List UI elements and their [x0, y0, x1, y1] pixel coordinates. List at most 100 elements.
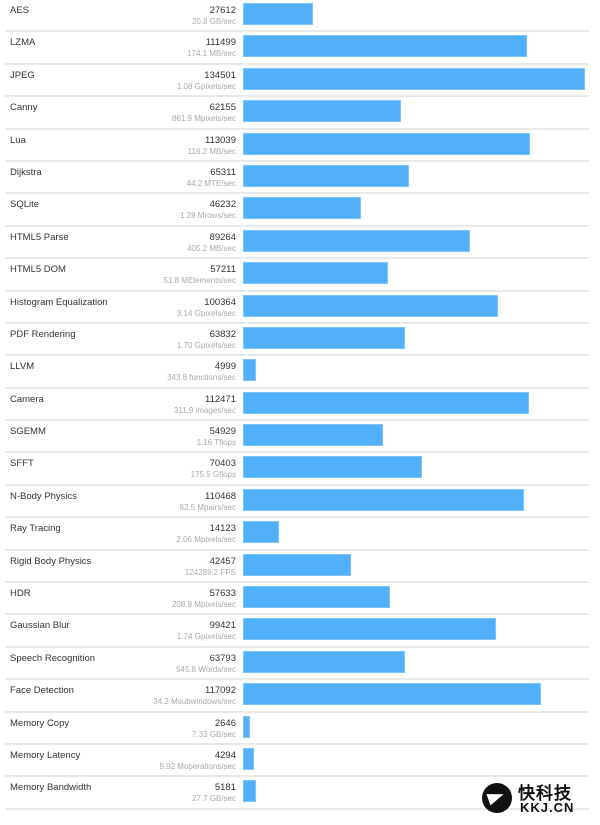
score-bar	[243, 553, 351, 576]
benchmark-name: HTML5 Parse	[10, 231, 69, 243]
benchmark-name: LLVM	[10, 361, 35, 373]
benchmark-unit: 44.2 MTE/sec	[186, 178, 236, 188]
score-bar	[243, 132, 530, 155]
table-row: Speech Recognition 63793 545.8 Words/sec	[5, 648, 589, 681]
benchmark-score: 63793	[209, 652, 236, 664]
score-bar	[243, 359, 256, 382]
watermark-cn: 快科技	[518, 784, 572, 803]
score-bar	[243, 618, 496, 641]
benchmark-score: 46232	[209, 199, 236, 211]
benchmark-score: 57211	[210, 264, 236, 276]
benchmark-name: HDR	[10, 588, 31, 600]
benchmark-unit: 27.7 GB/sec	[191, 794, 236, 804]
benchmark-unit: 9.92 Moperations/sec	[159, 761, 237, 771]
benchmark-score: 4999	[214, 361, 236, 373]
score-bar	[243, 3, 313, 25]
score-bar	[243, 683, 541, 706]
score-bar	[243, 67, 585, 90]
score-bar	[243, 391, 529, 414]
benchmark-score: 42457	[209, 555, 236, 567]
watermark: 快科技 KKJ.CN	[482, 777, 592, 817]
benchmark-unit: 208.9 Mpixels/sec	[171, 600, 236, 610]
benchmark-score: 134501	[204, 69, 236, 81]
benchmark-name: Canny	[10, 102, 38, 114]
benchmark-name: Histogram Equalization	[10, 296, 108, 308]
benchmark-unit: 343.8 functions/sec	[167, 373, 236, 383]
benchmark-name: Speech Recognition	[10, 652, 96, 664]
benchmark-name: JPEG	[10, 69, 35, 81]
table-row: Dijkstra 65311 44.2 MTE/sec	[5, 162, 589, 195]
table-row: HTML5 DOM 57211 51.8 MElements/sec	[5, 259, 589, 292]
table-row: Camera 112471 311.9 images/sec	[5, 389, 589, 422]
score-bar	[243, 35, 527, 58]
watermark-en: KKJ.CN	[520, 800, 575, 815]
score-bar	[243, 650, 405, 673]
score-bar	[243, 715, 250, 738]
score-bar	[243, 586, 390, 609]
kkj-logo-icon	[482, 783, 512, 813]
benchmark-score: 89264	[209, 231, 236, 243]
table-row: Face Detection 117092 34.2 Msubwindows/sec	[5, 680, 589, 713]
score-bar	[243, 521, 279, 544]
benchmark-score: 2646	[214, 717, 236, 729]
table-row: PDF Rendering 63832 1.70 Gpixels/sec	[5, 324, 589, 357]
benchmark-unit: 1.28 Mrows/sec	[179, 211, 236, 221]
benchmark-unit: 2.06 Mpixels/sec	[176, 535, 236, 545]
benchmark-name: LZMA	[10, 37, 36, 49]
score-bar	[243, 229, 470, 252]
benchmark-name: Camera	[10, 393, 44, 405]
score-bar	[243, 488, 524, 511]
benchmark-name: Dijkstra	[10, 166, 42, 178]
benchmark-name: HTML5 DOM	[10, 264, 66, 276]
benchmark-name: Rigid Body Physics	[10, 555, 92, 567]
table-row: Memory Bandwidth 5181 27.7 GB/sec	[5, 777, 589, 810]
table-row: JPEG 134501 1.08 Gpixels/sec	[5, 65, 589, 98]
benchmark-unit: 34.2 Msubwindows/sec	[153, 697, 236, 707]
benchmark-name: Face Detection	[10, 685, 74, 697]
benchmark-unit: 1.16 Tflops	[196, 438, 236, 448]
table-row: HDR 57633 208.9 Mpixels/sec	[5, 583, 589, 616]
table-row: Ray Tracing 14123 2.06 Mpixels/sec	[5, 518, 589, 551]
benchmark-score: 111499	[205, 37, 236, 49]
benchmark-unit: 405.2 MB/sec	[187, 243, 236, 253]
score-bar	[243, 164, 409, 187]
benchmark-name: SQLite	[10, 199, 40, 211]
table-row: Rigid Body Physics 42457 124289.2 FPS	[5, 551, 589, 584]
benchmark-score: 57633	[209, 588, 236, 600]
benchmark-score: 62155	[209, 102, 236, 114]
benchmark-unit: 7.33 GB/sec	[191, 729, 236, 739]
benchmark-score: 99421	[209, 620, 236, 632]
benchmark-score: 70403	[209, 458, 236, 470]
benchmark-unit: 116.2 MB/sec	[187, 146, 236, 156]
benchmark-unit: 3.14 Gpixels/sec	[176, 308, 236, 318]
benchmark-name: Gaussian Blur	[10, 620, 70, 632]
benchmark-name: N-Body Physics	[10, 490, 78, 502]
table-row: N-Body Physics 110468 82.5 Mpairs/sec	[5, 486, 589, 519]
benchmark-score: 54929	[209, 426, 236, 438]
benchmark-unit: 1.70 Gpixels/sec	[176, 340, 236, 350]
benchmark-score: 5181	[214, 782, 236, 794]
benchmark-name: Ray Tracing	[10, 523, 61, 535]
benchmark-name: SGEMM	[10, 426, 46, 438]
benchmark-unit: 124289.2 FPS	[184, 567, 236, 577]
table-row: SQLite 46232 1.28 Mrows/sec	[5, 194, 589, 227]
table-row: SFFT 70403 175.5 Gflops	[5, 453, 589, 486]
benchmark-name: Memory Bandwidth	[10, 782, 92, 794]
table-row: AES 27612 20.8 GB/sec	[5, 0, 589, 33]
score-bar	[243, 262, 388, 285]
benchmark-score: 27612	[209, 5, 236, 16]
benchmark-score: 112471	[205, 393, 236, 405]
table-row: Lua 113039 116.2 MB/sec	[5, 130, 589, 162]
score-bar	[243, 100, 401, 123]
table-row: SGEMM 54929 1.16 Tflops	[5, 421, 589, 454]
benchmark-score: 110468	[205, 490, 236, 502]
benchmark-unit: 51.8 MElements/sec	[163, 276, 236, 286]
score-bar	[243, 747, 254, 770]
table-row: LLVM 4999 343.8 functions/sec	[5, 356, 589, 389]
benchmark-unit: 311.9 images/sec	[173, 405, 236, 415]
score-bar	[243, 780, 256, 803]
score-bar	[243, 456, 422, 479]
table-row: Histogram Equalization 100364 3.14 Gpixels…	[5, 292, 589, 324]
benchmark-name: Memory Latency	[10, 749, 81, 761]
table-row: LZMA 111499 174.1 MB/sec	[5, 32, 589, 65]
